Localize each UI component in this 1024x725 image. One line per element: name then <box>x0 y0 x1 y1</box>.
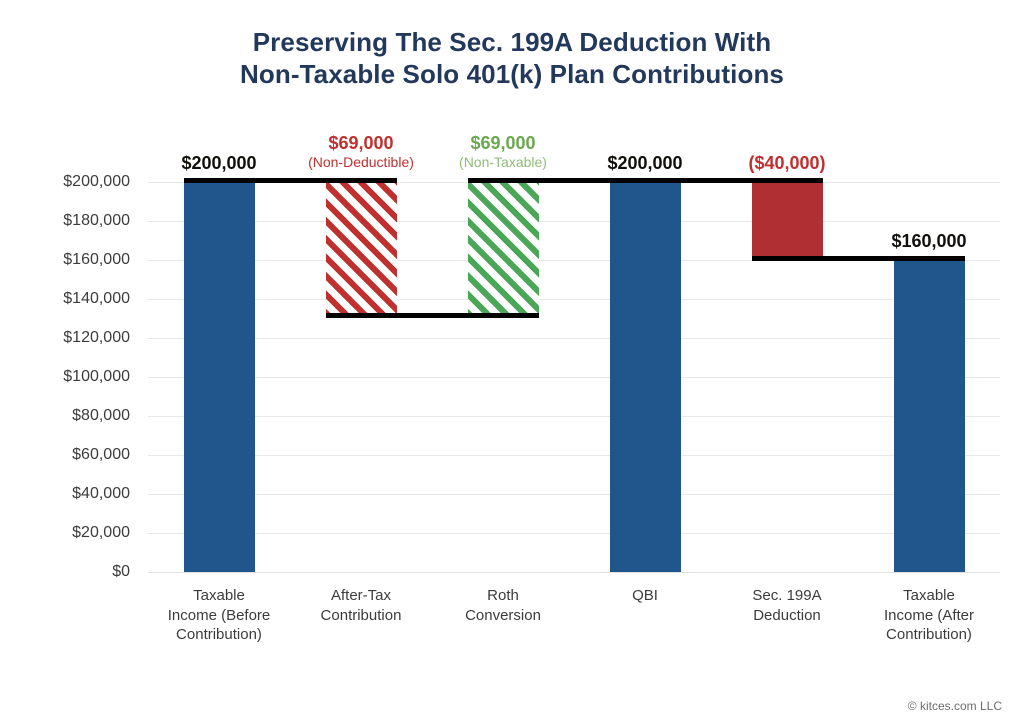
x-axis-category-line: QBI <box>632 587 658 604</box>
gridline <box>148 572 1000 573</box>
x-axis-category-line: Sec. 199A <box>752 587 822 604</box>
value-label-main: $69,000 <box>470 133 536 153</box>
connector-line <box>183 178 397 183</box>
x-axis-category-line: Contribution) <box>176 626 262 643</box>
value-label-main: $200,000 <box>607 153 683 173</box>
x-axis-category-line: Income (Before <box>167 606 271 624</box>
connector-line <box>751 256 965 261</box>
connector-line <box>325 312 539 318</box>
gridline <box>148 338 1000 339</box>
value-label-sub: (Non-Deductible) <box>308 154 414 170</box>
value-label: $69,000 (Non-Taxable) <box>413 134 593 172</box>
gridline <box>148 416 1000 417</box>
value-label-sub: (Non-Taxable) <box>459 154 547 170</box>
chart-title: Preserving The Sec. 199A Deduction With … <box>0 26 1024 90</box>
gridline <box>148 377 1000 378</box>
connector-line <box>467 178 823 183</box>
y-axis-tick-label: $120,000 <box>63 329 130 346</box>
bar-qbi <box>609 182 681 572</box>
bar-sec-199a-deduction <box>751 182 823 260</box>
value-label: $69,000 (Non-Deductible) <box>271 134 451 172</box>
bar-after-tax-contribution <box>325 182 397 317</box>
x-axis-category-line: Roth <box>487 587 519 604</box>
value-label-main: $69,000 <box>328 133 394 153</box>
y-axis-tick-label: $140,000 <box>63 290 130 307</box>
x-axis-category-label: After-Tax Contribution <box>290 586 432 625</box>
x-axis-category-line: After-Tax <box>330 587 391 604</box>
value-label: ($40,000) <box>697 154 877 173</box>
x-axis-category-label: Taxable Income (Before Contribution) <box>148 586 290 645</box>
gridline <box>148 260 1000 261</box>
value-label: $160,000 <box>839 232 1019 251</box>
bar-roth-conversion <box>467 182 539 317</box>
chart-title-line-1: Preserving The Sec. 199A Deduction With <box>252 27 772 57</box>
value-label: $200,000 <box>129 154 309 173</box>
value-label-main: $160,000 <box>891 231 967 251</box>
x-axis-category-label: Taxable Income (After Contribution) <box>858 586 1000 645</box>
gridline <box>148 533 1000 534</box>
y-axis-tick-label: $40,000 <box>72 485 130 502</box>
x-axis-category-line: Taxable <box>193 587 245 604</box>
x-axis-category-line: Deduction <box>753 606 821 624</box>
y-axis-tick-label: $100,000 <box>63 368 130 385</box>
x-axis-category-label: Sec. 199A Deduction <box>716 586 858 625</box>
x-axis-category-line: Contribution) <box>886 626 972 643</box>
y-axis-tick-label: $60,000 <box>72 446 130 463</box>
x-axis-category-label: QBI <box>574 586 716 606</box>
chart-title-line-2: Non-Taxable Solo 401(k) Plan Contributio… <box>240 59 784 89</box>
plot-area <box>148 178 1000 573</box>
value-label: $200,000 <box>555 154 735 173</box>
x-axis-category-line: Contribution <box>320 606 402 624</box>
gridline <box>148 494 1000 495</box>
y-axis-tick-label: $80,000 <box>72 407 130 424</box>
gridline <box>148 455 1000 456</box>
footer-credit: © kitces.com LLC <box>907 699 1002 713</box>
y-axis-tick-label: $160,000 <box>63 251 130 268</box>
y-axis-tick-label: $20,000 <box>72 524 130 541</box>
x-axis-category-line: Income (After <box>883 606 975 624</box>
y-axis-tick-label: $180,000 <box>63 212 130 229</box>
bar-taxable-income-before-contribution <box>183 182 255 572</box>
x-axis-category-line: Taxable <box>903 587 955 604</box>
gridline <box>148 221 1000 222</box>
gridline <box>148 299 1000 300</box>
x-axis-category-line: Conversion <box>465 606 541 624</box>
value-label-main: ($40,000) <box>748 153 826 173</box>
x-axis-category-label: Roth Conversion <box>432 586 574 625</box>
y-axis-tick-label: $0 <box>112 563 130 580</box>
y-axis-tick-label: $200,000 <box>63 173 130 190</box>
bar-taxable-income-after-contribution <box>893 260 965 572</box>
value-label-main: $200,000 <box>181 153 257 173</box>
